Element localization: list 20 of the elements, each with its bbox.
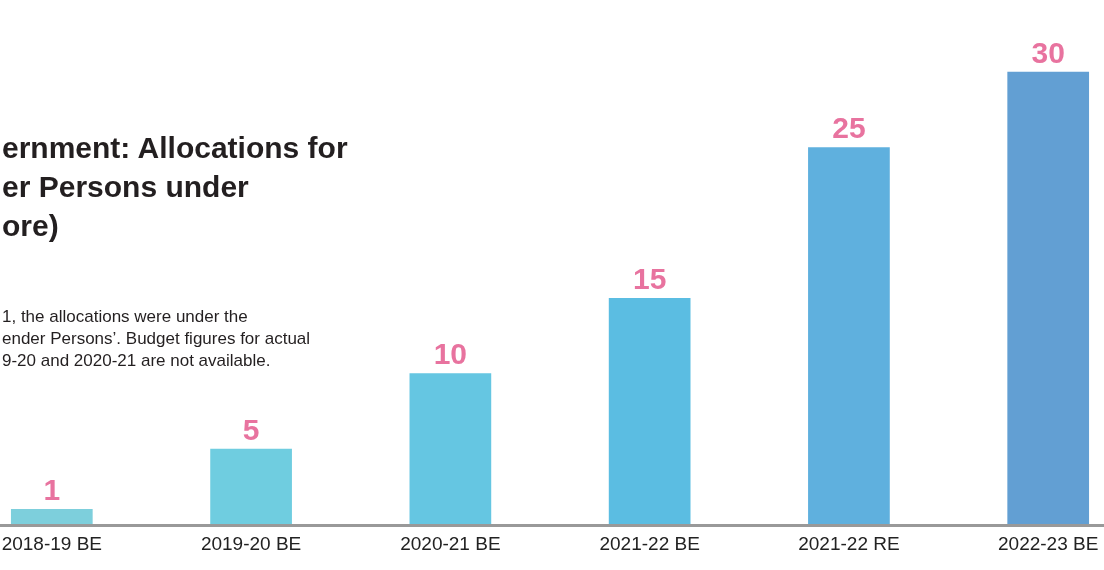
x-tick-label: 2019-20 BE [200,532,302,554]
bar [608,297,691,524]
data-label: 30 [1031,35,1065,69]
bar [409,373,492,524]
bar [1007,71,1090,524]
bar [10,508,93,524]
x-tick-label: 2021-22 BE [599,532,700,554]
x-tick-label: 2021-22 RE [798,532,900,554]
x-tick-label: 2022-23 BE [998,532,1099,554]
bar [210,448,292,524]
data-label: 25 [832,111,866,145]
data-label: 1 [43,472,61,506]
data-label: 10 [433,337,468,371]
x-tick-label: 2018-19 BE [1,532,102,554]
text: 1, the allocations were under the ender Persons’. Budget figures for actual 9-20 and 2020-21 are not available. [2,307,311,371]
x-tick-label: 2020-21 BE [400,532,501,554]
data-label: 15 [632,261,667,295]
bar [808,147,890,524]
text: ernment: Allocations for er Persons under ore) [2,131,348,242]
data-label: 5 [242,412,260,446]
